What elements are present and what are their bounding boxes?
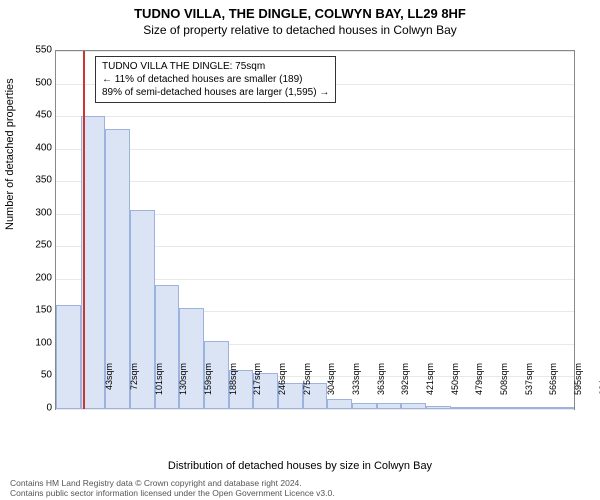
- ytick-label: 550: [35, 45, 52, 56]
- xtick-label: 72sqm: [129, 363, 139, 403]
- xtick-label: 101sqm: [154, 363, 164, 403]
- plot-area: [55, 50, 575, 410]
- x-axis-label: Distribution of detached houses by size …: [0, 460, 600, 472]
- ytick-label: 450: [35, 110, 52, 121]
- xtick-label: 363sqm: [376, 363, 386, 403]
- anno-line2: ← 11% of detached houses are smaller (18…: [102, 73, 329, 86]
- xtick-label: 450sqm: [450, 363, 460, 403]
- annotation-box: TUDNO VILLA THE DINGLE: 75sqm← 11% of de…: [95, 56, 336, 103]
- y-axis-label: Number of detached properties: [4, 78, 16, 230]
- xtick-label: 304sqm: [326, 363, 336, 403]
- bar: [352, 403, 377, 410]
- chart-subtitle: Size of property relative to detached ho…: [0, 21, 600, 37]
- bar: [451, 407, 476, 409]
- bar: [549, 407, 574, 409]
- bar: [475, 407, 500, 409]
- ytick-label: 400: [35, 142, 52, 153]
- chart-title: TUDNO VILLA, THE DINGLE, COLWYN BAY, LL2…: [0, 0, 600, 21]
- bar: [500, 407, 525, 409]
- xtick-label: 217sqm: [252, 363, 262, 403]
- xtick-label: 130sqm: [178, 363, 188, 403]
- bar: [377, 403, 402, 410]
- xtick-label: 43sqm: [104, 363, 114, 403]
- xtick-label: 421sqm: [425, 363, 435, 403]
- ytick-label: 300: [35, 207, 52, 218]
- bar: [426, 406, 451, 409]
- anno-line1: TUDNO VILLA THE DINGLE: 75sqm: [102, 60, 329, 73]
- bar: [525, 407, 550, 409]
- bar: [56, 305, 81, 409]
- gridline: [56, 116, 574, 117]
- xtick-label: 275sqm: [302, 363, 312, 403]
- gridline: [56, 409, 574, 410]
- ytick-label: 150: [35, 305, 52, 316]
- ytick-label: 200: [35, 272, 52, 283]
- ytick-label: 50: [41, 370, 52, 381]
- xtick-label: 508sqm: [499, 363, 509, 403]
- xtick-label: 392sqm: [400, 363, 410, 403]
- ytick-label: 500: [35, 77, 52, 88]
- xtick-label: 246sqm: [277, 363, 287, 403]
- gridline: [56, 181, 574, 182]
- xtick-label: 537sqm: [524, 363, 534, 403]
- gridline: [56, 149, 574, 150]
- ytick-label: 350: [35, 175, 52, 186]
- xtick-label: 188sqm: [228, 363, 238, 403]
- gridline: [56, 51, 574, 52]
- ytick-label: 100: [35, 337, 52, 348]
- xtick-label: 479sqm: [474, 363, 484, 403]
- ytick-label: 250: [35, 240, 52, 251]
- anno-line3: 89% of semi-detached houses are larger (…: [102, 86, 329, 99]
- footer-line2: Contains public sector information licen…: [10, 488, 335, 498]
- footer-attribution: Contains HM Land Registry data © Crown c…: [10, 478, 335, 498]
- ytick-label: 0: [46, 403, 52, 414]
- property-marker-line: [83, 51, 85, 409]
- xtick-label: 566sqm: [548, 363, 558, 403]
- xtick-label: 159sqm: [203, 363, 213, 403]
- footer-line1: Contains HM Land Registry data © Crown c…: [10, 478, 335, 488]
- bar: [401, 403, 426, 410]
- xtick-label: 333sqm: [351, 363, 361, 403]
- xtick-label: 595sqm: [573, 363, 583, 403]
